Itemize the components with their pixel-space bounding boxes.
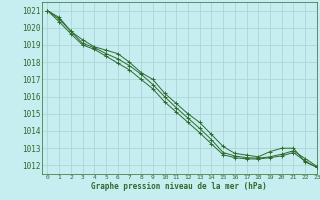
X-axis label: Graphe pression niveau de la mer (hPa): Graphe pression niveau de la mer (hPa) [91,182,267,191]
